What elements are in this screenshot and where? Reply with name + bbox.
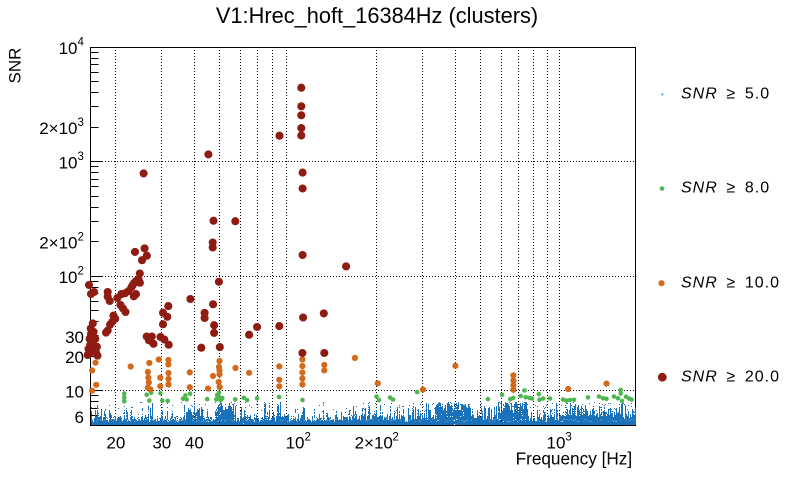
- svg-text:SNR: SNR: [6, 48, 25, 84]
- svg-text:SNR ≥ 5.0: SNR ≥ 5.0: [681, 86, 770, 103]
- svg-text:30: 30: [152, 434, 171, 453]
- svg-text:SNR ≥ 20.0: SNR ≥ 20.0: [681, 369, 780, 386]
- svg-text:V1:Hrec_hoft_16384Hz (clusters: V1:Hrec_hoft_16384Hz (clusters): [216, 3, 538, 28]
- svg-text:40: 40: [185, 434, 204, 453]
- svg-text:2: 2: [392, 431, 398, 443]
- svg-text:3: 3: [78, 117, 84, 129]
- svg-text:30: 30: [65, 328, 84, 347]
- svg-text:10: 10: [59, 39, 78, 58]
- svg-text:10: 10: [59, 268, 78, 287]
- svg-text:SNR ≥ 8.0: SNR ≥ 8.0: [681, 180, 770, 197]
- svg-text:3: 3: [565, 431, 571, 443]
- svg-text:2×10: 2×10: [39, 234, 77, 253]
- svg-text:2×10: 2×10: [355, 434, 393, 453]
- svg-text:10: 10: [286, 434, 305, 453]
- svg-text:Frequency [Hz]: Frequency [Hz]: [516, 448, 633, 468]
- svg-text:2: 2: [78, 266, 84, 278]
- svg-text:3: 3: [78, 151, 84, 163]
- svg-text:SNR ≥ 10.0: SNR ≥ 10.0: [681, 274, 780, 291]
- svg-text:20: 20: [65, 348, 84, 367]
- svg-text:6: 6: [75, 408, 84, 427]
- svg-text:10: 10: [59, 154, 78, 173]
- svg-text:2: 2: [78, 231, 84, 243]
- svg-text:4: 4: [78, 37, 85, 49]
- svg-text:20: 20: [106, 434, 125, 453]
- svg-text:10: 10: [547, 434, 566, 453]
- svg-text:2: 2: [305, 431, 311, 443]
- svg-text:2×10: 2×10: [39, 119, 77, 138]
- svg-text:10: 10: [65, 383, 84, 402]
